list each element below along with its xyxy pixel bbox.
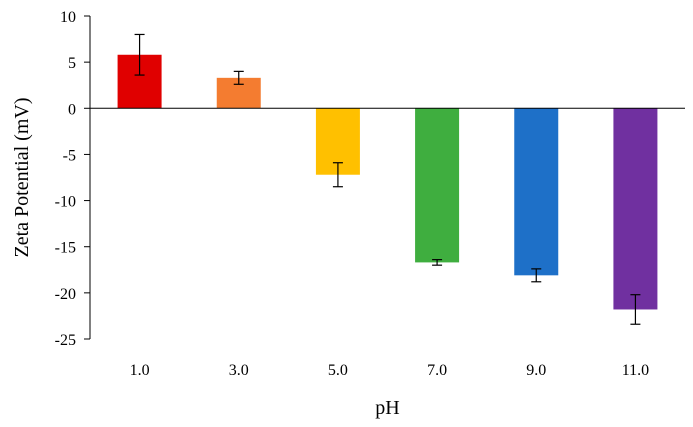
x-tick-labels-layer: 1.0 3.0 5.0 7.0 9.0 11.0 bbox=[130, 362, 650, 379]
y-tick-label: -20 bbox=[55, 286, 76, 303]
x-tick-label: 7.0 bbox=[427, 362, 447, 379]
y-tick-label: 0 bbox=[68, 101, 76, 118]
bar-ph-9-0 bbox=[514, 108, 559, 276]
y-tick-label: -10 bbox=[55, 194, 76, 211]
axes-layer bbox=[89, 16, 685, 339]
y-tick-label: -25 bbox=[55, 332, 76, 349]
bar-ph-11-0 bbox=[613, 108, 658, 310]
bars-layer bbox=[117, 54, 658, 310]
x-tick-label: 5.0 bbox=[328, 362, 348, 379]
x-tick-label: 3.0 bbox=[229, 362, 249, 379]
y-ticks-layer: 10 5 0 -5 -10 -15 -20 -25 bbox=[55, 9, 90, 349]
x-axis-title: pH bbox=[375, 397, 399, 419]
bar-ph-7-0 bbox=[415, 108, 460, 263]
x-tick-label: 11.0 bbox=[622, 362, 649, 379]
x-tick-label: 9.0 bbox=[526, 362, 546, 379]
y-tick-label: -15 bbox=[55, 240, 76, 257]
y-tick-label: 10 bbox=[60, 9, 76, 26]
y-axis-title: Zeta Potential (mV) bbox=[11, 98, 33, 258]
y-tick-label: -5 bbox=[63, 147, 76, 164]
y-tick-label: 5 bbox=[68, 55, 76, 72]
error-bars-layer bbox=[134, 33, 641, 325]
x-tick-label: 1.0 bbox=[130, 362, 150, 379]
